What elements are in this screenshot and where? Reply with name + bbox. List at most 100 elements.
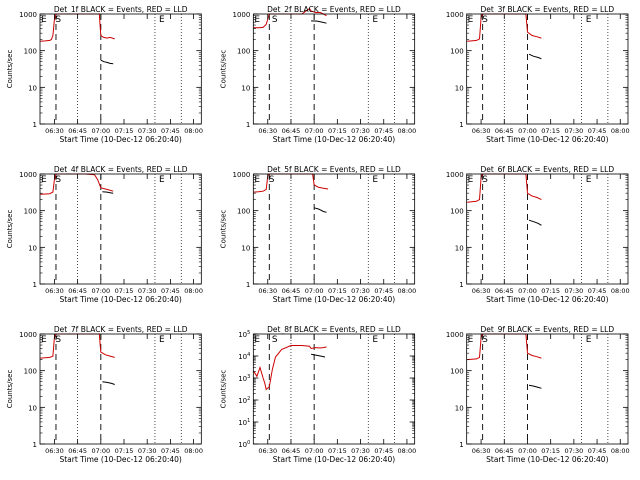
- region-marker-label: E: [586, 335, 592, 345]
- x-tick-label: 07:45: [161, 447, 180, 455]
- chart-panel-9: 1 10 100 1000 06:30 06:45 07:00 07:15 07:30 07:45…: [446, 325, 630, 464]
- region-marker-label: S: [482, 335, 488, 345]
- series-black-line: [311, 20, 327, 24]
- y-tick-exponent: 2: [247, 396, 250, 402]
- x-tick-label: 07:45: [161, 287, 180, 295]
- chart-panel-4: 1 10 100 1000 06:30 06:45 07:00 07:15 07:30 07:45…: [6, 165, 203, 304]
- y-tick-exponent: 3: [247, 374, 250, 380]
- x-tick-label: 07:15: [328, 287, 347, 295]
- x-tick-label: 07:30: [138, 447, 157, 455]
- plot-frame: [252, 173, 416, 285]
- region-marker-label: E: [159, 175, 165, 185]
- x-tick-label: 07:15: [328, 127, 347, 135]
- x-axis-label: Start Time (10-Dec-12 06:20:40): [486, 135, 608, 144]
- x-axis-label: Start Time (10-Dec-12 06:20:40): [273, 135, 395, 144]
- x-tick-label: 07:30: [565, 287, 584, 295]
- y-tick-label: 1: [459, 441, 463, 449]
- chart-title: Det_7f BLACK = Events, RED = LLD: [54, 325, 188, 334]
- y-tick-label: 1000: [446, 11, 464, 19]
- region-marker-label: S: [55, 15, 61, 25]
- x-tick-label: 07:00: [518, 287, 537, 295]
- x-tick-label: 07:30: [138, 287, 157, 295]
- y-tick-label: 10: [28, 404, 37, 412]
- x-tick-label: 06:30: [472, 287, 491, 295]
- region-marker-label: S: [482, 175, 488, 185]
- y-tick-label: 1: [246, 121, 250, 129]
- y-tick-label: 10: [28, 244, 37, 252]
- x-tick-label: 07:30: [351, 447, 370, 455]
- chart-title: Det_5f BLACK = Events, RED = LLD: [267, 165, 401, 174]
- x-tick-label: 08:00: [398, 127, 417, 135]
- x-tick-label: 07:45: [374, 447, 393, 455]
- x-tick-label: 06:30: [258, 447, 277, 455]
- x-tick-label: 06:30: [45, 127, 64, 135]
- series-black-line: [528, 53, 542, 60]
- y-tick-label: 1000: [233, 11, 251, 19]
- chart-title: Det_1f BLACK = Events, RED = LLD: [54, 5, 188, 14]
- plot-frame: [252, 13, 416, 125]
- region-marker-label: E: [41, 15, 47, 25]
- y-tick-label: 1: [33, 281, 37, 289]
- y-tick-label: 1000: [233, 171, 251, 179]
- y-axis-label: Counts/sec: [219, 210, 227, 249]
- region-marker-label: E: [254, 335, 260, 345]
- chart-panel-7: 1 10 100 1000 06:30 06:45 07:00 07:15 07:30 07:45…: [6, 325, 203, 464]
- y-tick-label: 100: [237, 208, 250, 216]
- chart-title: Det_8f BLACK = Events, RED = LLD: [267, 325, 401, 334]
- x-tick-label: 07:45: [588, 127, 607, 135]
- region-marker-label: S: [55, 335, 61, 345]
- series-red-line: [40, 173, 114, 195]
- y-tick-label: 100: [24, 48, 37, 56]
- region-marker-label: E: [586, 15, 592, 25]
- region-marker-label: E: [468, 15, 474, 25]
- region-marker-label: S: [269, 175, 275, 185]
- region-marker-label: S: [482, 15, 488, 25]
- chart-title: Det_6f BLACK = Events, RED = LLD: [480, 165, 614, 174]
- x-tick-label: 07:00: [91, 127, 110, 135]
- chart-title: Det_2f BLACK = Events, RED = LLD: [267, 5, 401, 14]
- plot-frame: [39, 13, 202, 125]
- y-tick-label: 100: [237, 48, 250, 56]
- chart-panel-1: 1 10 100 1000 06:30 06:45 07:00 07:15 07:30 07:45…: [6, 5, 203, 144]
- chart-title: Det_3f BLACK = Events, RED = LLD: [480, 5, 614, 14]
- x-tick-label: 07:00: [91, 287, 110, 295]
- series-black-line: [102, 191, 114, 194]
- region-marker-label: E: [254, 15, 260, 25]
- x-tick-label: 06:45: [495, 447, 514, 455]
- region-marker-label: S: [272, 335, 278, 345]
- x-tick-label: 08:00: [184, 127, 203, 135]
- y-tick-label: 10: [241, 84, 250, 92]
- y-tick-label: 103: [238, 374, 250, 383]
- y-tick-label: 1000: [19, 171, 37, 179]
- series-red-line: [253, 345, 327, 391]
- y-tick-label: 10: [455, 244, 464, 252]
- chart-title: Det_9f BLACK = Events, RED = LLD: [480, 325, 614, 334]
- y-tick-exponent: 0: [247, 440, 250, 446]
- y-tick-label: 104: [238, 352, 250, 361]
- x-tick-label: 06:45: [282, 447, 301, 455]
- x-tick-label: 07:15: [541, 127, 560, 135]
- chart-panel-6: 1 10 100 1000 06:30 06:45 07:00 07:15 07:30 07:45…: [446, 165, 630, 304]
- x-tick-label: 06:45: [68, 127, 87, 135]
- x-tick-label: 08:00: [611, 127, 630, 135]
- series-black-line: [528, 384, 542, 389]
- y-tick-label: 1: [459, 121, 463, 129]
- y-tick-label: 1000: [19, 331, 37, 339]
- region-marker-label: E: [372, 15, 378, 25]
- region-marker-label: E: [41, 175, 47, 185]
- region-marker-label: E: [586, 175, 592, 185]
- y-axis-label: Counts/sec: [6, 370, 14, 409]
- x-tick-label: 08:00: [398, 287, 417, 295]
- y-tick-label: 1: [246, 281, 250, 289]
- region-marker-label: E: [372, 335, 378, 345]
- x-tick-label: 07:30: [351, 287, 370, 295]
- y-tick-label: 10: [455, 404, 464, 412]
- x-axis-label: Start Time (10-Dec-12 06:20:40): [273, 455, 395, 464]
- x-tick-label: 07:45: [588, 447, 607, 455]
- x-tick-label: 07:00: [518, 447, 537, 455]
- plot-frame: [39, 173, 202, 285]
- x-tick-label: 08:00: [398, 447, 417, 455]
- y-axis-label: Counts/sec: [219, 50, 227, 89]
- x-tick-label: 06:30: [258, 127, 277, 135]
